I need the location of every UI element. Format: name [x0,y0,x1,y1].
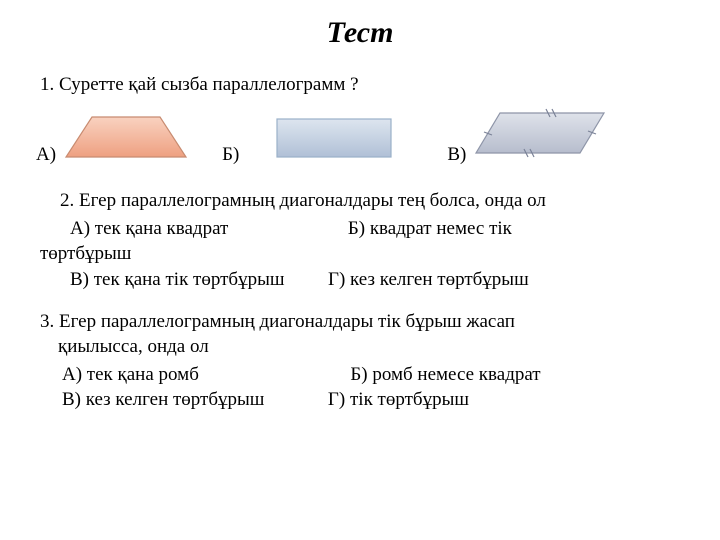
q2-options-line1: А) тек қана квадрат Б) квадрат немес тік [70,216,680,242]
q2-option-g: Г) кез келген төртбұрыш [328,269,529,290]
q2-option-a: А) тек қана квадрат [70,218,228,239]
option-v-label: В) [447,144,466,166]
q3-option-v: В) кез келген төртбұрыш [62,389,264,410]
q3-options-line1: А) тек қана ромб Б) ромб немесе квадрат [62,362,680,388]
rectangle-icon [275,113,393,166]
question-3: 3. Егер параллелограмның диагоналдары ті… [40,309,680,360]
q2-option-v: В) тек қана тік төртбұрыш [70,269,284,290]
q3-options-line2: В) кез келген төртбұрыш Г) тік төртбұрыш [62,387,680,413]
option-a-label: А) [36,144,56,166]
question-2: 2. Егер параллелограмның диагоналдары те… [60,188,680,214]
option-b-label: Б) [222,144,239,166]
shapes-row: А) Б) [40,110,680,166]
q3-line2: қиылысса, онда ол [58,334,209,360]
trapezoid-icon [62,113,190,166]
q3-option-a: А) тек қана ромб [62,364,199,385]
slide: Тест 1. Суретте қай сызба параллелограмм… [0,0,720,540]
q2-options-line2: В) тек қана тік төртбұрыш Г) кез келген … [70,267,680,293]
q3-option-b: Б) ромб немесе квадрат [350,364,540,385]
parallelogram-icon [472,105,612,166]
page-title: Тест [40,16,680,50]
q3-option-g: Г) тік төртбұрыш [328,389,469,410]
q3-line1: 3. Егер параллелограмның диагоналдары ті… [40,311,515,332]
q2-option-b-part2: төртбұрыш [40,241,680,267]
q2-option-b-part1: Б) квадрат немес тік [348,218,512,239]
question-1: 1. Суретте қай сызба параллелограмм ? [40,74,680,96]
